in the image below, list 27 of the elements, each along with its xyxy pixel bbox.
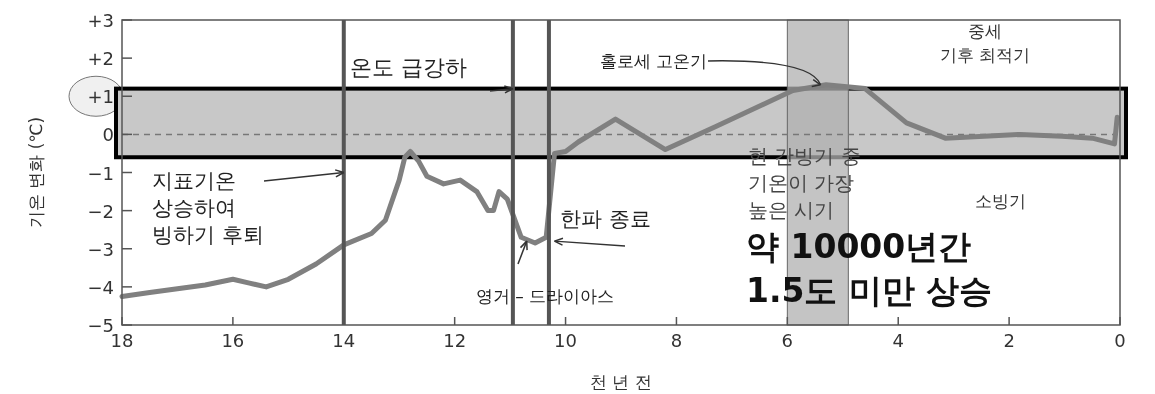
x-tick-label: 10 bbox=[554, 330, 578, 351]
y-tick-label: −1 bbox=[87, 162, 114, 184]
annotation: 지표기온 상승하여 빙하기 후퇴 bbox=[152, 169, 264, 247]
x-tick-label: 12 bbox=[443, 330, 467, 351]
annotation: 중세 기후 최적기 bbox=[939, 21, 1031, 65]
annotation: 소빙기 bbox=[974, 191, 1026, 211]
y-tick-label: +2 bbox=[87, 48, 114, 70]
x-axis-title: 천 년 전 bbox=[590, 372, 652, 392]
x-tick-label: 18 bbox=[110, 330, 134, 351]
annotation: 온도 급강하 bbox=[350, 55, 467, 80]
y-tick-label: +3 bbox=[87, 10, 114, 31]
y-tick-label: −2 bbox=[87, 200, 114, 222]
annotation: 한파 종료 bbox=[560, 207, 651, 231]
x-tick-label: 0 bbox=[1114, 330, 1126, 351]
x-tick-label: 16 bbox=[221, 330, 245, 351]
y-tick-label: −4 bbox=[87, 276, 114, 298]
y-axis-title: 기온 변화 (℃) bbox=[26, 116, 46, 229]
x-tick-label: 4 bbox=[892, 330, 904, 351]
x-tick-label: 6 bbox=[781, 330, 794, 351]
y-tick-label: 0 bbox=[102, 124, 114, 146]
annotation: 약 10000년간 1.5도 미만 상승 bbox=[746, 227, 993, 310]
annotation: 홀로세 고온기 bbox=[600, 51, 708, 71]
y-tick-label: −3 bbox=[87, 238, 114, 260]
x-tick-label: 8 bbox=[670, 330, 683, 351]
y-tick-label: +1 bbox=[87, 86, 114, 108]
x-tick-label: 2 bbox=[1003, 330, 1015, 351]
x-tick-label: 14 bbox=[332, 330, 356, 351]
